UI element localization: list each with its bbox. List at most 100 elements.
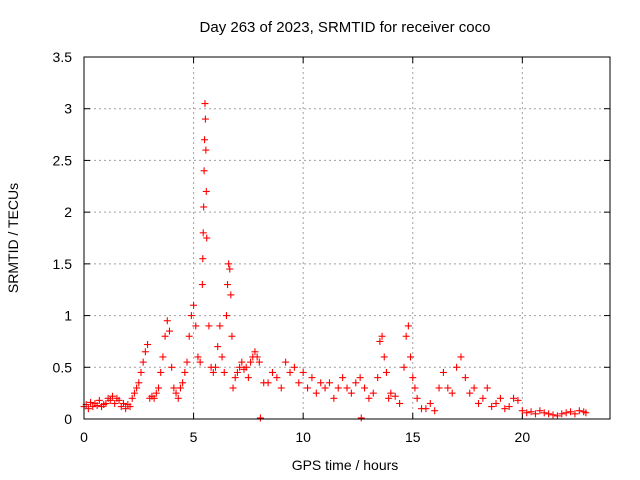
data-point: [268, 368, 276, 376]
data-point: [402, 332, 410, 340]
y-tick-label: 2.5: [53, 152, 73, 168]
data-point: [400, 363, 408, 371]
data-point: [190, 301, 198, 309]
data-point: [251, 348, 259, 356]
y-tick-label: 3: [64, 101, 72, 117]
data-point: [222, 312, 230, 320]
data-point: [282, 358, 290, 366]
data-point: [273, 374, 281, 382]
chart-title: Day 263 of 2023, SRMTID for receiver coc…: [200, 19, 491, 36]
data-point: [501, 405, 509, 413]
data-point: [365, 394, 373, 402]
data-point: [135, 379, 143, 387]
data-point: [378, 332, 386, 340]
data-point: [488, 403, 496, 411]
data-point: [159, 353, 167, 361]
data-point: [200, 203, 208, 211]
data-point: [514, 396, 522, 404]
data-point: [209, 368, 217, 376]
data-point: [201, 100, 209, 108]
y-tick-label: 1: [64, 308, 72, 324]
y-axis-label: SRMTID / TECUs: [5, 183, 21, 293]
data-point: [194, 353, 202, 361]
data-point: [479, 394, 487, 402]
data-point: [277, 384, 285, 392]
data-point: [562, 409, 570, 417]
data-point: [409, 374, 417, 382]
data-point: [357, 414, 365, 422]
data-point: [426, 399, 434, 407]
data-point: [352, 379, 360, 387]
data-point: [236, 363, 244, 371]
data-point: [321, 384, 329, 392]
data-point: [571, 410, 579, 418]
data-point: [247, 358, 255, 366]
x-tick-label: 5: [190, 429, 198, 445]
data-point: [216, 322, 224, 330]
data-point: [527, 408, 535, 416]
data-point: [202, 187, 210, 195]
data-point: [536, 407, 544, 415]
data-point: [470, 384, 478, 392]
data-point: [325, 379, 333, 387]
data-point: [141, 348, 149, 356]
data-point: [144, 341, 152, 349]
x-tick-label: 10: [295, 429, 311, 445]
x-tick-label: 20: [515, 429, 531, 445]
data-point: [233, 368, 241, 376]
data-point: [205, 322, 213, 330]
data-point: [439, 368, 447, 376]
data-point: [448, 389, 456, 397]
data-point: [128, 394, 136, 402]
data-point: [198, 281, 206, 289]
data-point: [339, 374, 347, 382]
data-point: [295, 379, 303, 387]
data-point: [238, 358, 246, 366]
data-point: [356, 374, 364, 382]
data-point: [93, 402, 101, 410]
data-point: [84, 405, 92, 413]
data-point: [510, 394, 518, 402]
data-point: [549, 411, 557, 419]
data-point: [119, 399, 127, 407]
data-point: [299, 368, 307, 376]
y-tick-label: 3.5: [53, 49, 73, 65]
data-point: [170, 384, 178, 392]
data-point: [218, 353, 226, 361]
data-point: [407, 353, 415, 361]
data-point: [168, 363, 176, 371]
data-point: [242, 363, 250, 371]
data-point: [201, 115, 209, 123]
axis-ticks: 0 0.5 1 1.5 2 2.5 3 3.5 0 5 10 15 20: [53, 49, 610, 445]
data-point: [264, 379, 272, 387]
data-point: [199, 229, 207, 237]
data-points: [80, 100, 590, 422]
data-point: [369, 389, 377, 397]
data-point: [87, 398, 95, 406]
data-point: [380, 353, 388, 361]
data-point: [228, 332, 236, 340]
data-point: [227, 291, 235, 299]
data-point: [385, 394, 393, 402]
data-point: [122, 405, 130, 413]
data-point: [224, 281, 232, 289]
data-point: [255, 358, 263, 366]
data-point: [165, 327, 173, 335]
data-point: [391, 392, 399, 400]
data-point: [108, 392, 116, 400]
data-point: [343, 384, 351, 392]
data-point: [461, 374, 469, 382]
data-point: [483, 384, 491, 392]
data-point: [201, 136, 209, 144]
data-point: [183, 358, 191, 366]
data-point: [196, 358, 204, 366]
data-point: [376, 337, 384, 345]
data-point: [413, 394, 421, 402]
data-point: [411, 384, 419, 392]
data-point: [431, 407, 439, 415]
data-point: [308, 374, 316, 382]
data-point: [106, 396, 114, 404]
y-tick-label: 0.5: [53, 359, 73, 375]
data-point: [523, 409, 531, 417]
data-point: [540, 409, 548, 417]
